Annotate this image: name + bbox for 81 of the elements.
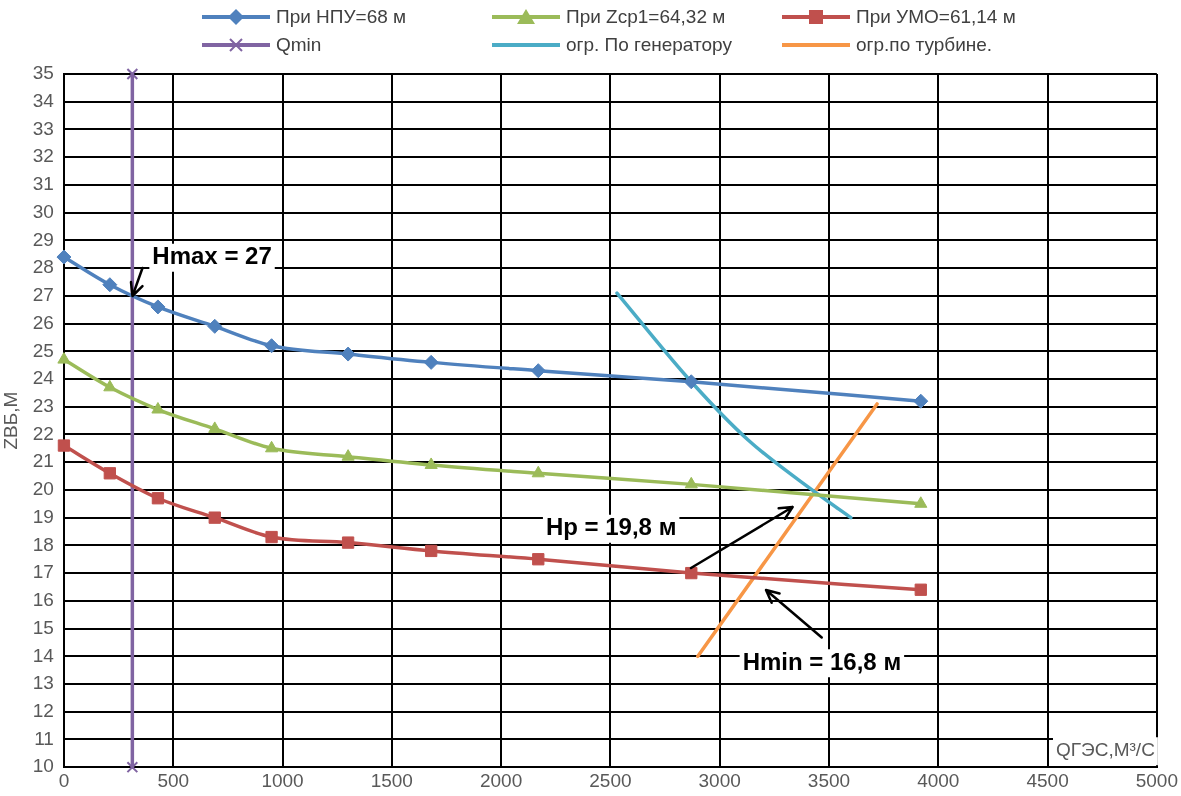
point xyxy=(57,352,71,364)
point xyxy=(126,68,139,80)
y-tick-label: 31 xyxy=(32,173,54,195)
y-tick-label: 26 xyxy=(32,311,54,333)
y-tick-label: 21 xyxy=(32,450,54,472)
point xyxy=(340,346,356,362)
annotation: Hmin = 16,8 м xyxy=(742,647,902,675)
legend-label: Qmin xyxy=(276,34,322,56)
point xyxy=(684,476,698,489)
y-tick-label: 23 xyxy=(32,394,54,416)
point xyxy=(423,354,439,370)
point xyxy=(265,440,279,453)
point xyxy=(683,374,699,390)
y-tick-label: 22 xyxy=(32,422,54,444)
y-tick-label: 24 xyxy=(32,367,55,389)
y-tick-label: 33 xyxy=(32,117,54,139)
y-tick-label: 13 xyxy=(32,672,54,694)
point xyxy=(532,553,545,566)
point xyxy=(913,393,929,409)
point xyxy=(531,465,545,478)
y-tick-label: 34 xyxy=(32,89,55,111)
line-series xyxy=(615,291,853,520)
point xyxy=(102,277,118,293)
x-tick-label: 500 xyxy=(157,769,190,791)
point xyxy=(150,299,166,315)
y-tick-label: 19 xyxy=(32,505,54,527)
annotation: Hp = 19,8 м xyxy=(545,513,677,541)
point xyxy=(126,761,139,774)
point xyxy=(208,511,221,524)
x-tick-label: 0 xyxy=(58,769,70,791)
x-tick-label: 4000 xyxy=(917,769,960,791)
y-tick-label: 10 xyxy=(32,755,54,777)
x-tick-label: 4500 xyxy=(1026,769,1069,791)
point xyxy=(151,492,165,505)
point xyxy=(341,536,355,549)
x-axis-title: QГЭС,М³/С xyxy=(1055,739,1155,761)
y-tick-label: 14 xyxy=(32,644,55,666)
y-tick-label: 28 xyxy=(32,256,54,278)
legend-label: При Zср1=64,32 м xyxy=(566,6,726,28)
x-tick-label: 2000 xyxy=(479,769,523,791)
x-tick-label: 5000 xyxy=(1135,769,1179,791)
x-tick-label: 2500 xyxy=(589,769,632,791)
point xyxy=(151,402,165,414)
point xyxy=(530,363,546,379)
y-tick-label: 27 xyxy=(32,284,54,306)
point xyxy=(103,379,117,392)
y-axis-title: ZВБ,М xyxy=(0,391,21,450)
y-tick-label: 35 xyxy=(32,62,54,84)
y-tick-label: 17 xyxy=(32,561,54,583)
point xyxy=(341,449,355,461)
point xyxy=(103,467,116,480)
point xyxy=(914,496,928,508)
point xyxy=(424,457,438,469)
legend-label: При УМО=61,14 м xyxy=(856,6,1016,28)
y-tick-label: 30 xyxy=(32,200,54,222)
legend-label: При НПУ=68 м xyxy=(276,6,407,28)
x-tick-label: 1000 xyxy=(261,769,304,791)
legend-label: огр. По генератору xyxy=(566,34,732,56)
point xyxy=(914,583,927,596)
y-tick-label: 25 xyxy=(32,339,54,361)
point xyxy=(265,530,278,544)
y-tick-label: 12 xyxy=(32,699,54,721)
point xyxy=(56,249,72,265)
x-tick-label: 1500 xyxy=(370,769,413,791)
point xyxy=(208,421,222,433)
point xyxy=(264,338,280,354)
y-tick-label: 16 xyxy=(32,589,54,611)
y-tick-label: 15 xyxy=(32,616,54,638)
y-tick-label: 11 xyxy=(34,727,54,749)
y-tick-label: 18 xyxy=(32,533,54,555)
y-tick-label: 20 xyxy=(32,478,54,500)
legend-label: огр.по турбине. xyxy=(856,34,993,56)
point xyxy=(685,566,698,580)
point xyxy=(425,544,438,558)
y-tick-label: 29 xyxy=(32,228,54,250)
point xyxy=(57,439,71,452)
x-tick-label: 3000 xyxy=(698,769,741,791)
annotation: Hmax = 27 xyxy=(152,242,272,270)
y-tick-label: 32 xyxy=(32,145,54,167)
point xyxy=(207,318,223,334)
x-tick-label: 3500 xyxy=(807,769,851,791)
